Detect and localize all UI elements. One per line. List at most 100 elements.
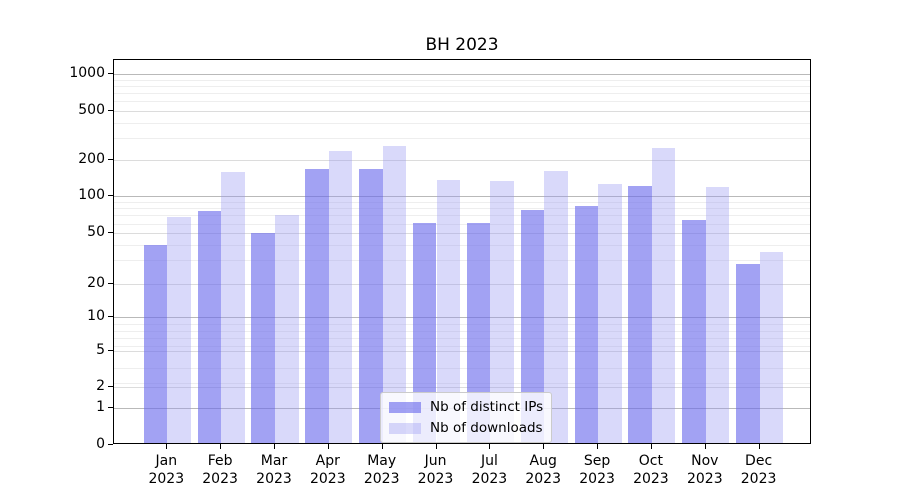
bar-distinct-ips-jul (466, 223, 491, 443)
x-tick-year: 2023 (686, 471, 723, 487)
gridline-y-70 (114, 215, 810, 217)
x-tick-month: Aug (529, 453, 557, 469)
gridline-y-20 (114, 283, 810, 285)
bar-downloads-jun (436, 180, 461, 443)
y-tick-label-1: 1 (96, 399, 105, 415)
x-tick-mark-jun (435, 444, 437, 449)
y-tick-mark-2 (108, 386, 113, 388)
gridline-y-2 (114, 387, 810, 389)
x-tick-mark-sep (597, 444, 599, 449)
x-tick-year: 2023 (417, 471, 454, 487)
bar-downloads-aug (544, 171, 568, 443)
y-tick-mark-1000 (108, 73, 113, 74)
bar-downloads-jan (167, 216, 191, 443)
legend-label-downloads: Nb of downloads (430, 420, 543, 436)
x-tick-label-jan: Jan 2023 (121, 452, 211, 488)
gridline-y-900 (114, 79, 810, 81)
y-tick-mark-200 (108, 158, 113, 160)
bar-downloads-oct (651, 148, 676, 443)
gridline-y-300 (114, 138, 810, 139)
gridline-y-30 (114, 260, 810, 262)
x-tick-mark-mar (274, 444, 275, 449)
x-tick-label-jul: Jul 2023 (444, 452, 534, 488)
x-tick-label-nov: Nov 2023 (660, 452, 750, 488)
x-tick-label-apr: Apr 2023 (283, 452, 373, 488)
gridline-y-600 (114, 101, 810, 103)
y-tick-label-10: 10 (87, 307, 105, 324)
x-tick-year: 2023 (579, 471, 615, 487)
x-tick-month: Jul (480, 453, 498, 469)
plot-area: Nb of distinct IPs Nb of downloads (113, 59, 811, 444)
bar-distinct-ips-jun (412, 223, 437, 443)
gridline-y-50 (114, 233, 810, 235)
y-tick-label-1000: 1000 (69, 65, 105, 81)
x-tick-mark-feb (220, 444, 222, 449)
bar-downloads-nov (705, 187, 730, 443)
legend-swatch-downloads (389, 422, 421, 434)
x-tick-label-oct: Oct 2023 (606, 452, 696, 488)
gridline-y-800 (114, 85, 810, 87)
gridline-y-8 (114, 330, 810, 332)
x-tick-month: May (367, 453, 397, 469)
x-tick-mark-nov (704, 444, 706, 449)
x-tick-year: 2023 (633, 471, 669, 487)
legend-label-distinct-ips: Nb of distinct IPs (430, 399, 544, 415)
bar-distinct-ips-may (359, 169, 383, 443)
legend-swatch-distinct-ips (389, 401, 421, 413)
gridline-y-80 (114, 208, 810, 210)
x-tick-month: Sep (583, 453, 611, 469)
bar-downloads-sep (598, 183, 622, 443)
bar-distinct-ips-jan (143, 244, 168, 443)
x-tick-label-jun: Jun 2023 (391, 452, 481, 488)
gridline-y-9 (114, 324, 810, 326)
gridline-y-100 (114, 196, 810, 198)
gridline-y-3 (114, 382, 810, 384)
bar-downloads-feb (221, 172, 245, 443)
x-tick-mark-may (381, 444, 383, 449)
y-tick-label-5: 5 (96, 341, 105, 358)
x-tick-label-feb: Feb 2023 (175, 452, 265, 488)
bar-distinct-ips-feb (197, 211, 222, 443)
legend-item-downloads: Nb of downloads (389, 420, 543, 436)
x-tick-mark-dec (758, 444, 760, 449)
y-tick-label-0: 0 (96, 436, 105, 452)
y-tick-mark-500 (108, 109, 113, 111)
gridline-y-700 (114, 93, 810, 94)
y-tick-mark-20 (108, 282, 113, 284)
gridline-y-10 (114, 316, 810, 318)
x-tick-month: Nov (691, 453, 719, 469)
x-tick-year: 2023 (256, 471, 292, 487)
x-tick-year: 2023 (148, 471, 185, 487)
x-tick-mark-jul (489, 444, 491, 449)
y-tick-mark-0 (108, 444, 113, 445)
gridline-y-500 (114, 110, 810, 112)
x-tick-month: Dec (745, 453, 773, 469)
gridline-y-60 (114, 223, 810, 225)
x-tick-label-aug: Aug 2023 (498, 452, 588, 488)
gridline-y-200 (114, 159, 810, 161)
gridline-y-90 (114, 202, 810, 203)
x-tick-year: 2023 (471, 471, 508, 487)
bar-downloads-mar (275, 214, 299, 443)
y-tick-label-20: 20 (87, 274, 105, 291)
x-tick-label-sep: Sep 2023 (552, 452, 642, 488)
bar-downloads-may (382, 146, 407, 443)
legend: Nb of distinct IPs Nb of downloads (380, 392, 553, 443)
x-tick-year: 2023 (525, 471, 561, 487)
y-tick-mark-5 (108, 349, 113, 351)
y-tick-mark-50 (108, 232, 113, 234)
gridline-y-5 (114, 350, 810, 352)
x-tick-label-may: May 2023 (337, 452, 427, 488)
y-tick-label-200: 200 (78, 150, 105, 167)
x-tick-mark-jan (166, 444, 168, 449)
legend-item-distinct-ips: Nb of distinct IPs (389, 399, 543, 415)
bar-distinct-ips-sep (574, 206, 599, 443)
x-tick-label-dec: Dec 2023 (714, 452, 804, 488)
y-tick-mark-10 (108, 315, 113, 317)
bar-downloads-dec (759, 251, 784, 443)
x-tick-month: Mar (260, 453, 288, 469)
x-tick-month: Feb (207, 453, 233, 469)
x-tick-mark-aug (543, 444, 545, 449)
x-tick-year: 2023 (363, 471, 400, 487)
